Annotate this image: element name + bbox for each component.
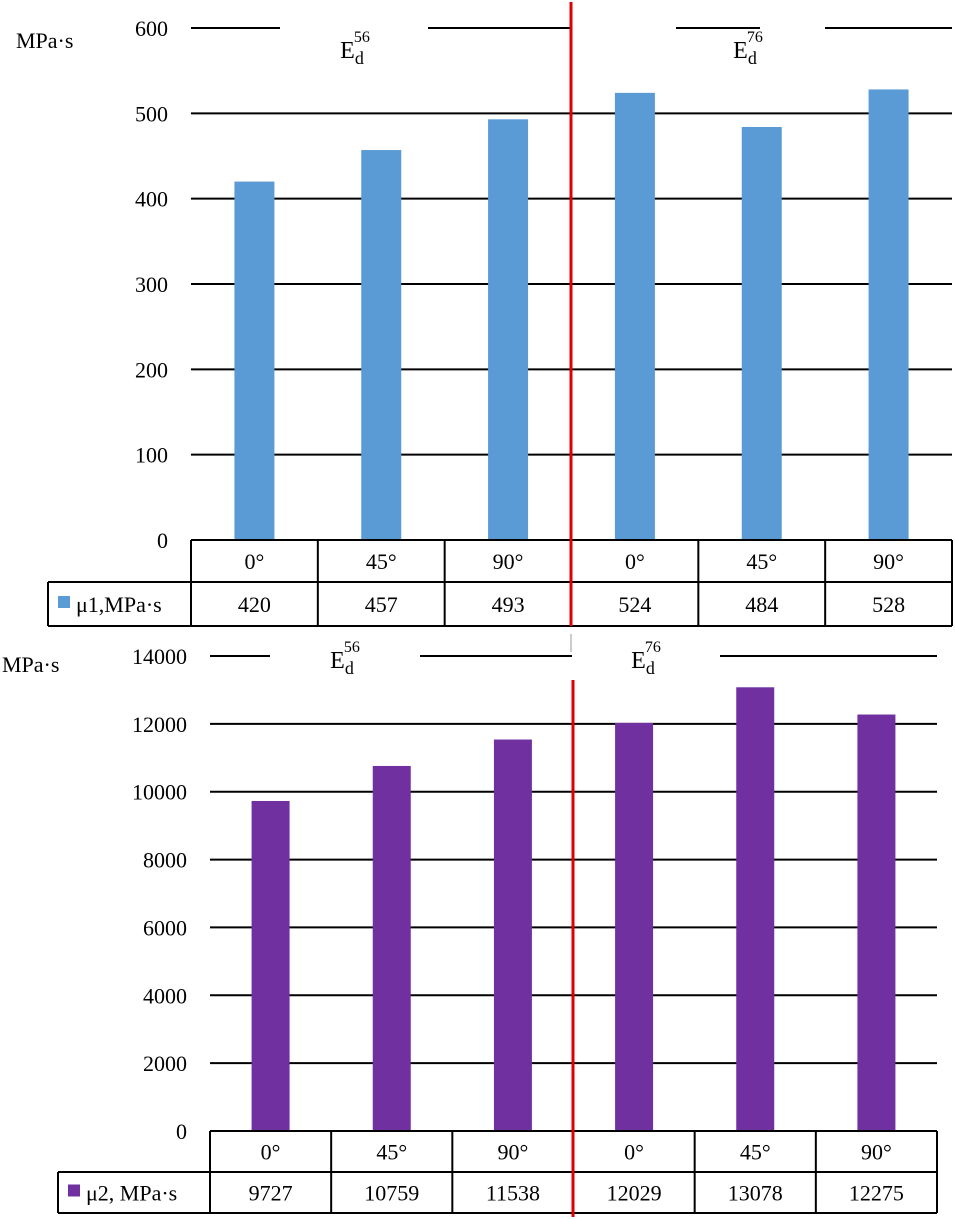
bar <box>488 119 529 540</box>
y-axis-label: MPa·s <box>16 28 73 53</box>
bar <box>614 92 655 540</box>
bar <box>372 765 411 1131</box>
x-tick-label: 0° <box>261 1140 281 1165</box>
bar <box>741 126 782 540</box>
data-label: 524 <box>618 592 651 617</box>
y-tick-label: 300 <box>135 272 168 297</box>
y-tick-label: 8000 <box>143 848 187 873</box>
x-tick-label: 0° <box>625 549 645 574</box>
y-tick-label: 4000 <box>143 983 187 1008</box>
bar <box>493 739 532 1131</box>
y-tick-label: 500 <box>135 101 168 126</box>
y-tick-label: 6000 <box>143 915 187 940</box>
bar <box>251 800 290 1131</box>
group-label: Ed76 <box>631 639 661 678</box>
x-tick-label: 45° <box>740 1140 771 1165</box>
y-tick-label: 200 <box>135 357 168 382</box>
y-tick-label: 12000 <box>132 712 187 737</box>
group-label: Ed56 <box>340 29 370 68</box>
x-tick-label: 0° <box>245 549 265 574</box>
data-label: 528 <box>872 592 905 617</box>
bar <box>868 89 909 540</box>
x-tick-label: 90° <box>861 1140 892 1165</box>
y-tick-label: 0 <box>176 1119 187 1144</box>
legend-swatch <box>58 596 70 608</box>
y-tick-label: 14000 <box>132 644 187 669</box>
data-label: 10759 <box>364 1181 419 1206</box>
bar <box>736 687 775 1131</box>
y-tick-label: 0 <box>157 528 168 553</box>
x-tick-label: 45° <box>366 549 397 574</box>
data-label: 9727 <box>249 1181 293 1206</box>
chart-mu1: MPa·s 0 100 200 300 400 500 600 Ed56 Ed76 0° 45° 90°… <box>16 16 953 627</box>
y-tick-label: 600 <box>135 16 168 41</box>
y-tick-label: 10000 <box>132 780 187 805</box>
bar <box>857 714 896 1131</box>
data-label: 493 <box>492 592 525 617</box>
legend-label: μ2, MPa·s <box>86 1181 177 1206</box>
chart-mu2: MPa·s 0 2000 4000 6000 8000 10000 12000 14000 Ed5… <box>2 639 938 1214</box>
bar <box>361 150 402 540</box>
x-tick-label: 90° <box>493 549 524 574</box>
x-tick-label: 45° <box>376 1140 407 1165</box>
x-tick-label: 90° <box>498 1140 529 1165</box>
group-divider <box>569 2 575 1217</box>
x-tick-label: 0° <box>624 1140 644 1165</box>
x-tick-label: 90° <box>873 549 904 574</box>
group-label: Ed76 <box>733 29 763 68</box>
data-label: 420 <box>238 592 271 617</box>
data-label: 11538 <box>486 1181 540 1206</box>
y-tick-label: 2000 <box>143 1051 187 1076</box>
data-label: 12275 <box>849 1181 904 1206</box>
y-tick-label: 100 <box>135 443 168 468</box>
bar <box>615 722 654 1131</box>
y-axis-label: MPa·s <box>2 652 59 677</box>
bar <box>234 181 275 540</box>
group-label: Ed56 <box>330 639 360 678</box>
x-tick-label: 45° <box>746 549 777 574</box>
legend-label: μ1,MPa·s <box>76 592 162 617</box>
data-label: 13078 <box>728 1181 783 1206</box>
legend-swatch <box>68 1184 80 1197</box>
data-label: 457 <box>365 592 398 617</box>
data-label: 484 <box>745 592 778 617</box>
data-label: 12029 <box>607 1181 662 1206</box>
y-tick-label: 400 <box>135 187 168 212</box>
